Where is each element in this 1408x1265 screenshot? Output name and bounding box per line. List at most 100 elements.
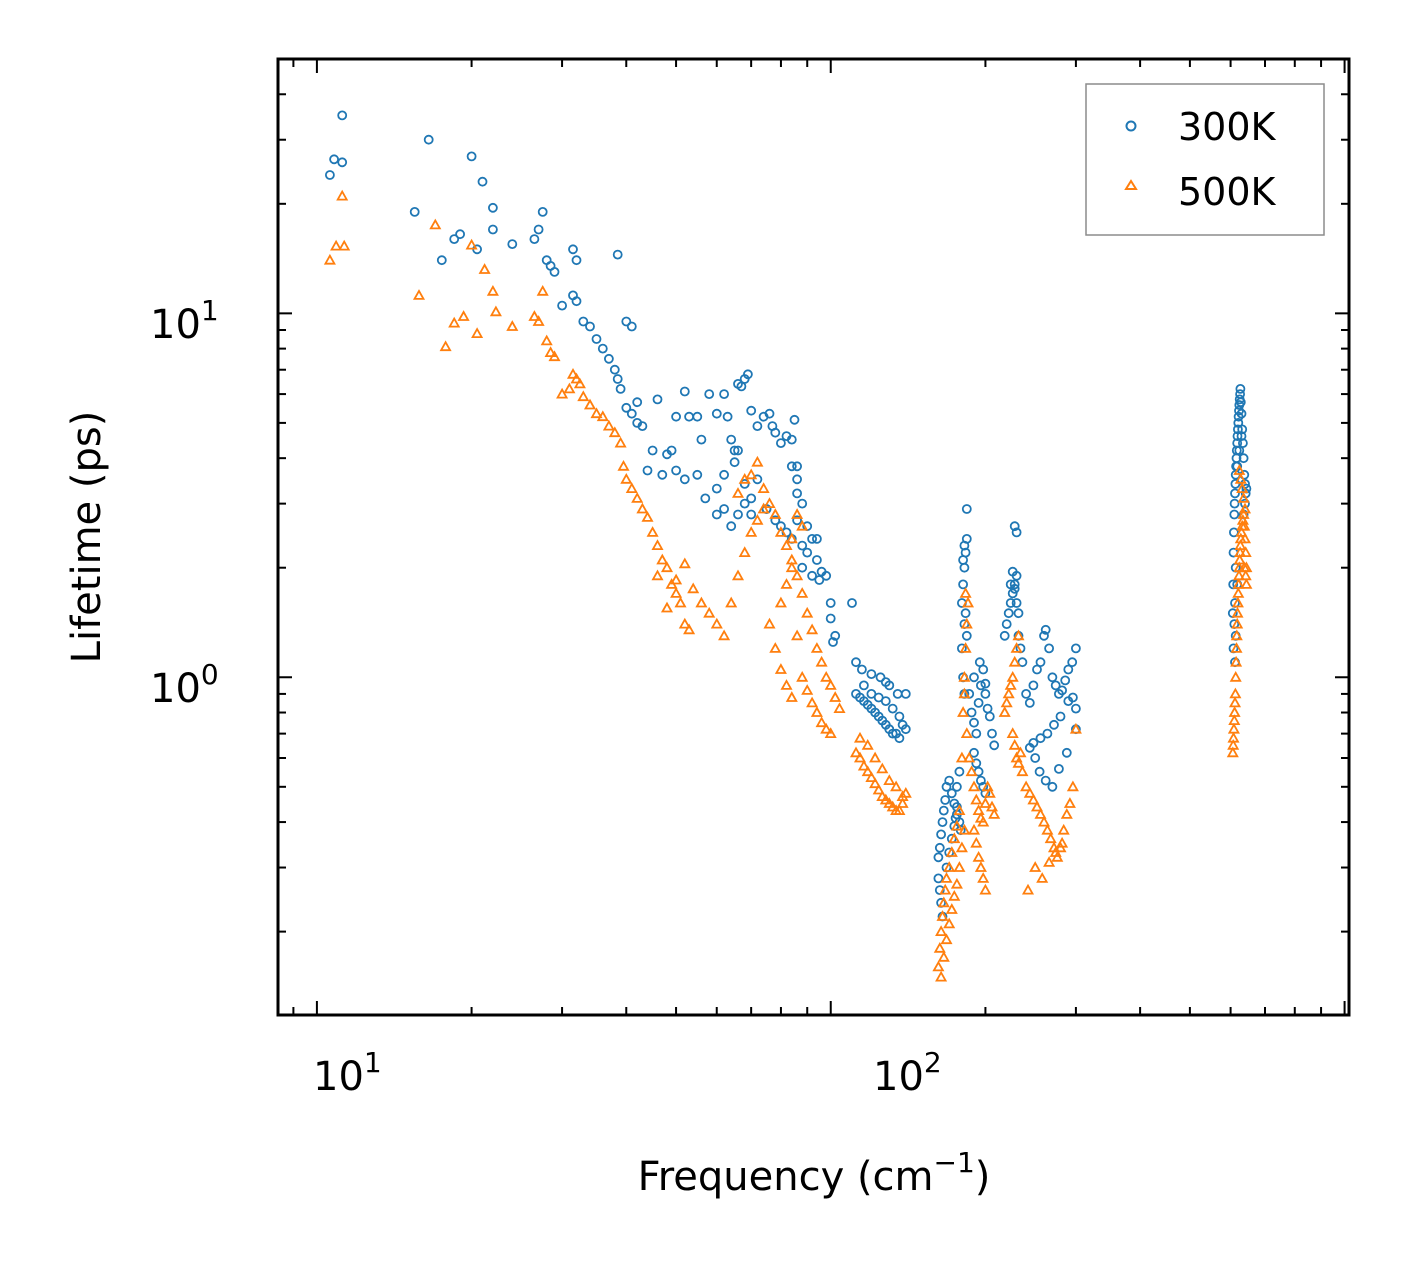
- data-point-500k: [937, 950, 950, 962]
- data-point-500k: [977, 815, 990, 827]
- data-point-300k: [637, 421, 648, 432]
- data-point-500k: [896, 790, 909, 801]
- data-point-500k: [757, 502, 770, 514]
- data-point-500k: [950, 877, 963, 889]
- data-point-300k: [933, 873, 944, 884]
- data-point-300k: [557, 300, 567, 311]
- data-point-300k: [609, 364, 620, 375]
- data-point-300k: [324, 170, 335, 180]
- data-point-500k: [985, 800, 999, 812]
- data-point-500k: [471, 327, 484, 338]
- data-point-500k: [820, 670, 833, 682]
- data-point-300k: [719, 504, 729, 514]
- data-point-300k: [337, 110, 348, 121]
- data-point-500k: [646, 526, 659, 537]
- data-point-300k: [739, 498, 750, 509]
- data-point-300k: [726, 521, 737, 532]
- data-point-500k: [465, 238, 478, 250]
- data-point-500k: [1057, 823, 1070, 835]
- data-point-500k: [544, 346, 557, 357]
- data-point-500k: [981, 780, 994, 792]
- data-point-300k: [679, 474, 690, 485]
- data-point-300k: [797, 498, 808, 509]
- data-point-500k: [893, 804, 906, 815]
- data-point-500k: [943, 917, 956, 929]
- data-point-500k: [1233, 553, 1246, 565]
- data-point-500k: [988, 808, 1001, 819]
- data-point-500k: [955, 841, 968, 853]
- data-point-500k: [810, 642, 823, 653]
- data-point-300k: [894, 733, 905, 744]
- data-point-500k: [959, 642, 972, 653]
- data-point-500k: [590, 407, 603, 419]
- x-axis-title: Frequency (cm−1): [638, 1146, 991, 1200]
- data-point-300k: [1005, 598, 1016, 608]
- data-point-500k: [1232, 569, 1246, 581]
- data-point-500k: [1049, 846, 1062, 857]
- data-point-300k: [1071, 703, 1081, 714]
- data-point-500k: [620, 472, 633, 484]
- data-point-500k: [710, 617, 723, 629]
- data-point-300k: [958, 555, 968, 565]
- data-point-300k: [529, 234, 540, 245]
- data-point-300k: [897, 719, 908, 730]
- data-point-300k: [797, 540, 808, 551]
- data-point-300k: [976, 775, 986, 786]
- data-point-300k: [969, 717, 979, 728]
- data-point-500k: [1030, 800, 1044, 812]
- data-point-500k: [1238, 519, 1251, 531]
- data-point-300k: [455, 229, 466, 240]
- data-point-300k: [746, 509, 757, 520]
- data-point-500k: [958, 670, 971, 682]
- data-point-500k: [865, 771, 878, 782]
- data-point-500k: [1034, 808, 1047, 819]
- data-point-500k: [1231, 617, 1244, 629]
- data-point-500k: [945, 903, 958, 914]
- data-point-500k: [933, 941, 946, 953]
- data-point-500k: [1008, 655, 1021, 667]
- data-point-300k: [591, 334, 602, 344]
- data-point-500k: [820, 722, 833, 734]
- data-point-500k: [940, 872, 953, 883]
- data-point-300k: [1054, 764, 1064, 774]
- data-point-300k: [487, 224, 498, 235]
- data-point-500k: [670, 587, 683, 598]
- data-point-300k: [1229, 509, 1240, 520]
- data-point-500k: [1231, 606, 1244, 618]
- data-point-300k: [958, 579, 968, 590]
- data-point-500k: [961, 596, 975, 608]
- data-point-500k: [791, 569, 804, 581]
- data-point-500k: [785, 691, 798, 702]
- data-point-300k: [632, 397, 643, 408]
- data-point-500k: [678, 557, 691, 569]
- data-point-300k: [739, 478, 750, 489]
- data-point-300k: [1024, 698, 1035, 708]
- data-point-300k: [814, 575, 825, 585]
- data-point-300k: [980, 689, 991, 699]
- y-tick-label-10: 101: [150, 294, 219, 348]
- data-point-300k: [729, 445, 740, 456]
- data-point-300k: [615, 383, 626, 394]
- data-point-300k: [807, 534, 817, 544]
- data-point-300k: [959, 540, 970, 551]
- data-point-300k: [961, 630, 972, 641]
- data-point-500k: [1227, 722, 1240, 734]
- series-500k: [323, 189, 1253, 982]
- data-point-300k: [802, 547, 813, 558]
- data-point-500k: [953, 804, 966, 815]
- data-point-300k: [537, 206, 548, 217]
- data-point-300k: [696, 434, 707, 445]
- data-point-500k: [780, 679, 793, 690]
- data-point-500k: [678, 617, 691, 629]
- data-point-500k: [1010, 642, 1023, 653]
- data-point-500k: [1232, 587, 1245, 598]
- data-point-500k: [1029, 861, 1042, 872]
- data-point-300k: [507, 239, 518, 250]
- data-point-300k: [770, 515, 781, 526]
- data-point-300k: [597, 343, 608, 354]
- data-point-500k: [849, 746, 863, 758]
- data-point-300k: [1229, 498, 1240, 509]
- data-point-500k: [829, 691, 842, 702]
- data-point-500k: [958, 823, 971, 835]
- data-point-300k: [884, 680, 895, 691]
